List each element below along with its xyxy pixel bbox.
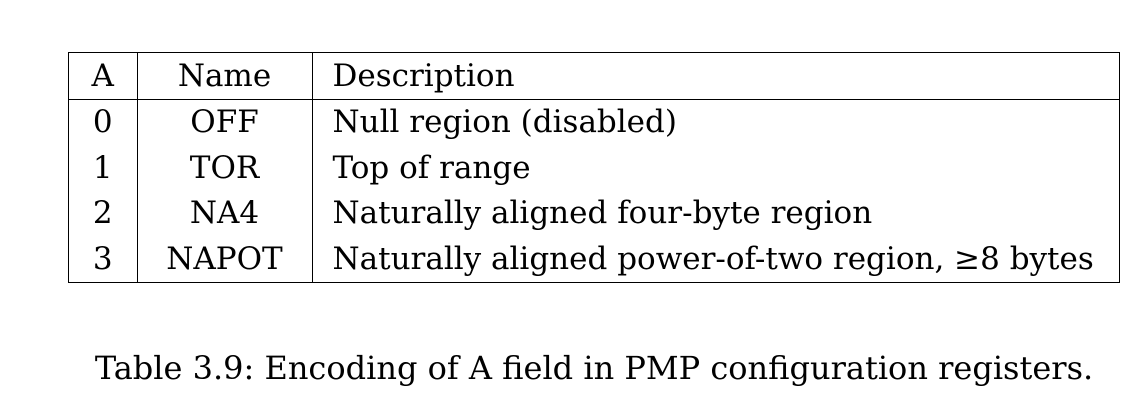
- table-caption: Table 3.9: Encoding of A field in PMP co…: [94, 349, 1094, 387]
- cell-description: Naturally aligned four-byte region: [332, 195, 873, 232]
- cell-a: 0: [69, 99, 138, 146]
- cell-name: NA4: [137, 190, 313, 237]
- cell-a: 3: [69, 236, 138, 282]
- table-row: 3 NAPOT Naturally aligned power-of-two r…: [69, 236, 1119, 282]
- table-header-row: A Name Description: [69, 53, 1119, 100]
- table-row: 0 OFF Null region (disabled): [69, 99, 1119, 146]
- table-row: 1 TOR Top of range: [69, 145, 1119, 191]
- cell-name: NAPOT: [137, 236, 313, 282]
- cell-name: TOR: [137, 145, 313, 191]
- cell-description: Null region (disabled): [332, 104, 677, 141]
- cell-name: OFF: [137, 99, 313, 146]
- header-description: Description: [312, 53, 1119, 100]
- cell-description: Top of range: [332, 149, 531, 186]
- cell-a: 2: [69, 190, 138, 237]
- encoding-table-frame: A Name Description 0 OFF Null region (di…: [68, 52, 1120, 283]
- header-a: A: [69, 53, 138, 100]
- cell-description: Naturally aligned power-of-two region, ≥…: [332, 240, 1094, 277]
- encoding-table: A Name Description 0 OFF Null region (di…: [69, 53, 1119, 282]
- cell-a: 1: [69, 145, 138, 191]
- table-row: 2 NA4 Naturally aligned four-byte region: [69, 190, 1119, 237]
- header-name: Name: [137, 53, 313, 100]
